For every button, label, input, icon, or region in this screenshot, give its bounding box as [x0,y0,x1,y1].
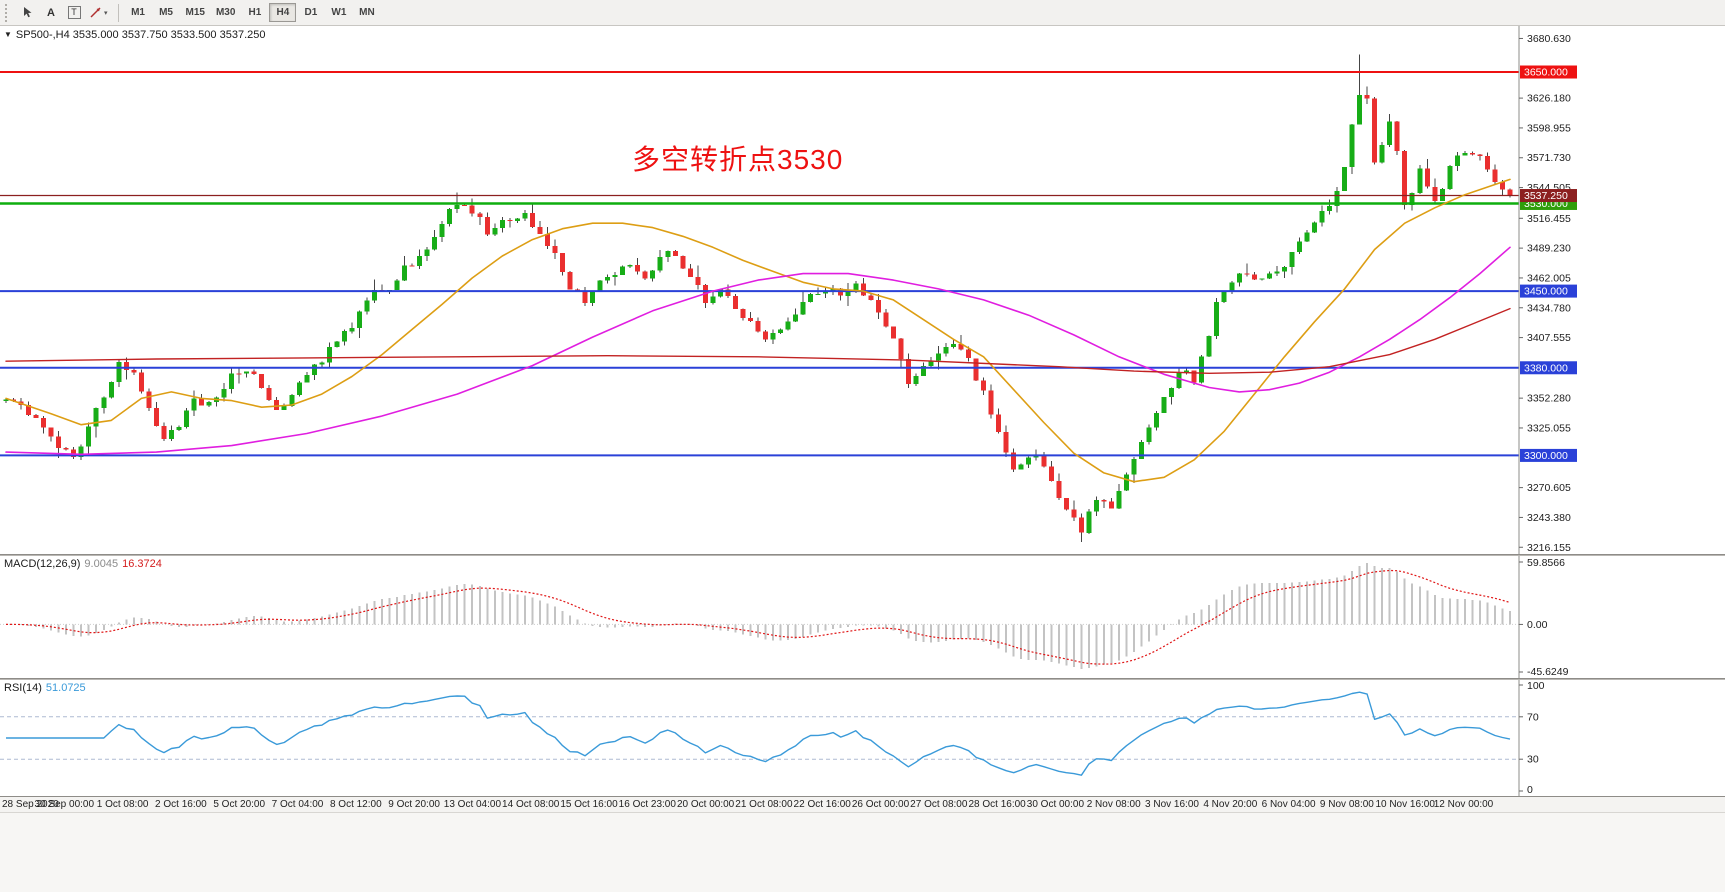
time-axis-label: 30 Oct 00:00 [1026,799,1085,810]
cursor-tool-button[interactable] [17,3,39,23]
timeframe-button-h4[interactable]: H4 [269,3,297,22]
time-axis-label: 22 Oct 16:00 [793,799,851,810]
time-axis-label: 30 Sep 00:00 [34,799,95,810]
axis-label: 3243.380 [1527,512,1571,524]
axis-label: 3489.230 [1527,243,1571,255]
axis-label: 3537.250 [1524,190,1568,202]
time-axis-label: 28 Oct 16:00 [968,799,1026,810]
time-axis-label: 3 Nov 16:00 [1145,799,1199,810]
time-axis-label: 21 Oct 08:00 [735,799,793,810]
candles-group [3,54,1513,542]
timeframe-button-m30[interactable]: M30 [211,3,240,22]
axis-label: 3270.605 [1527,482,1571,494]
time-axis-label: 26 Oct 00:00 [851,799,910,810]
slowest-ma-line [5,307,1511,374]
fast-ma-line [5,178,1511,483]
timeframe-button-m5[interactable]: M5 [153,3,180,22]
timeframe-toolbar: M1 M5 M15 M30 H1 H4 D1 W1 MN [125,3,381,22]
axis-label: 3300.000 [1524,450,1568,462]
timeframe-button-mn[interactable]: MN [353,3,380,22]
text-label-tool-button[interactable]: A [40,3,62,23]
axis-label: 70 [1527,711,1539,723]
axis-label: 3434.780 [1527,302,1571,314]
price-level-badge [1520,65,1577,79]
macd-panel[interactable]: 59.8566 0.00 -45.6249 MACD(12,26,9) 9.0045 1… [0,556,1725,678]
toolbar: A T ▾ M1 M5 M15 M30 H1 H4 D1 W1 MN [0,0,1725,26]
slow-ma-line [5,246,1511,456]
timeframe-button-m1[interactable]: M1 [125,3,152,22]
text-label-icon: A [47,6,55,19]
time-axis-label: 14 Oct 08:00 [502,799,560,810]
toolbar-grip[interactable] [5,3,11,22]
axis-label: 3516.455 [1527,213,1571,225]
rsi-chart[interactable]: 100 70 30 0 [0,680,1725,796]
axis-label: 0.00 [1527,619,1548,631]
axis-label: 3325.055 [1527,422,1571,434]
trendline-style-tool-button[interactable]: ▾ [86,3,112,23]
price-level-badge [1520,361,1577,375]
axis-label: -45.6249 [1527,666,1569,678]
time-axis[interactable]: 28 Sep 2020 30 Sep 00:00 1 Oct 08:00 2 Oct … [0,796,1725,812]
axis-label: 3352.280 [1527,393,1571,405]
time-axis-label: 5 Oct 20:00 [213,799,266,810]
timeframe-button-d1[interactable]: D1 [297,3,324,22]
time-axis-label: 15 Oct 16:00 [560,799,618,810]
price-level-badge [1520,189,1577,203]
time-axis-label: 4 Nov 20:00 [1203,799,1258,810]
time-axis-label: 1 Oct 08:00 [96,799,149,810]
candlestick-chart[interactable]: 3680.6303626.1803598.9553571.7303544.505… [0,26,1725,554]
cursor-icon [24,7,32,18]
axis-label: 59.8566 [1527,557,1565,569]
rsi-panel[interactable]: 100 70 30 0 RSI(14) 51.0725 [0,680,1725,796]
time-axis-label: 27 Oct 08:00 [910,799,968,810]
toolbar-separator [117,3,119,22]
axis-label: 3650.000 [1524,67,1568,79]
text-box-icon: T [67,6,81,19]
time-axis-label: 12 Nov 00:00 [1433,799,1494,810]
axis-label: 3450.000 [1524,286,1568,298]
axis-label: 0 [1527,784,1533,796]
macd-signal-line [6,569,1511,665]
time-axis-label: 9 Oct 20:00 [388,799,440,810]
axis-label: 3407.555 [1527,332,1571,344]
timeframe-button-m15[interactable]: M15 [181,3,210,22]
timeframe-button-w1[interactable]: W1 [325,3,352,22]
time-axis-label: 8 Oct 12:00 [329,799,382,810]
time-axis-label: 2 Nov 08:00 [1086,799,1141,810]
price-level-badge [1520,448,1577,462]
text-box-tool-button[interactable]: T [63,3,85,23]
macd-histogram [12,562,1511,669]
time-axis-label: 10 Nov 16:00 [1375,799,1435,810]
axis-label: 30 [1527,754,1539,766]
time-axis-label: 28 Sep 2020 [2,799,59,810]
trendline-arrow-icon [90,7,101,18]
dropdown-caret-icon: ▾ [104,9,108,17]
time-axis-label: 9 Nov 08:00 [1319,799,1374,810]
axis-label: 3216.155 [1527,542,1571,554]
axis-label: 3462.005 [1527,272,1571,284]
axis-label: 3380.000 [1524,362,1568,374]
bottom-strip [0,812,1725,892]
axis-label: 3571.730 [1527,152,1571,164]
panel-divider[interactable] [0,678,1725,680]
axis-label: 3598.955 [1527,122,1571,134]
timeframe-button-h1[interactable]: H1 [241,3,268,22]
rsi-line [6,691,1511,776]
time-axis-label: 2 Oct 16:00 [155,799,207,810]
axis-label: 3626.180 [1527,93,1571,105]
panel-divider[interactable] [0,554,1725,556]
time-axis-label: 6 Nov 04:00 [1261,799,1316,810]
time-axis-label: 16 Oct 23:00 [618,799,676,810]
macd-chart[interactable]: 59.8566 0.00 -45.6249 [0,556,1725,678]
axis-label: 100 [1527,680,1545,692]
price-level-badge [1520,284,1577,298]
main-chart-panel[interactable]: 3680.630 3626.180 3598.955 3571.730 3544.505… [0,26,1725,554]
time-axis-label: 13 Oct 04:00 [443,799,502,810]
axis-label: 3680.630 [1527,33,1571,45]
time-axis-label: 20 Oct 00:00 [676,799,735,810]
time-axis-label: 7 Oct 04:00 [271,799,324,810]
